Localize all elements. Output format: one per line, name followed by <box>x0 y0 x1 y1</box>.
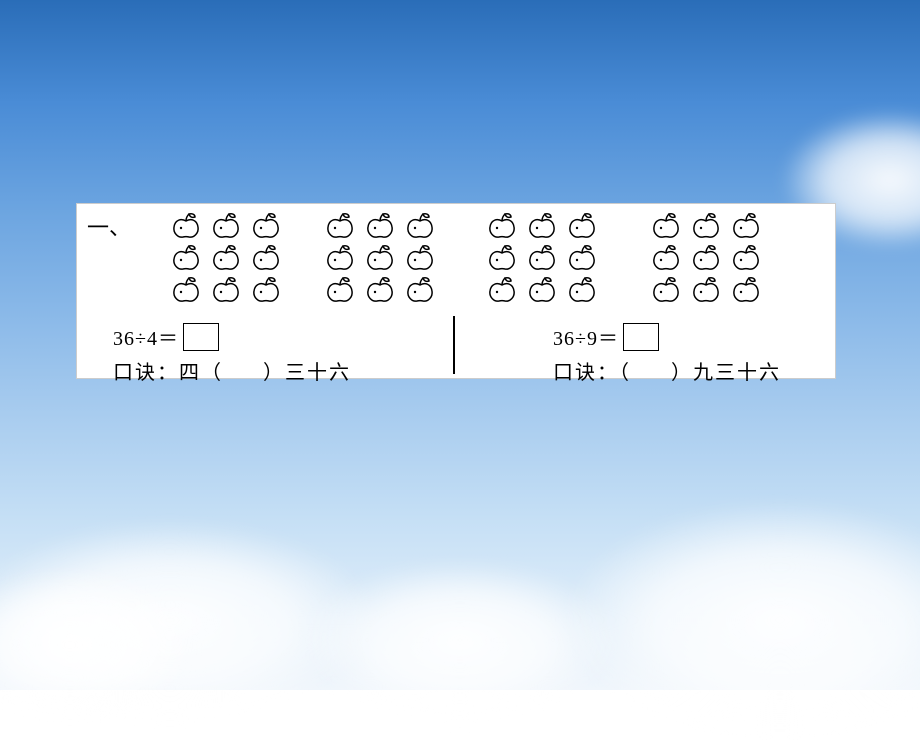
apple-cell <box>483 242 521 272</box>
mnemonic-right: 口诀：（ ）九三十六 <box>553 356 781 385</box>
apple-icon <box>362 211 398 239</box>
mnemonic-left-blank[interactable] <box>223 362 263 384</box>
answer-box-right[interactable] <box>623 323 659 351</box>
apple-icon <box>168 275 204 303</box>
apple-cell <box>167 274 205 304</box>
apple-icon <box>564 211 600 239</box>
apple-cell <box>207 242 245 272</box>
apple-icon <box>362 243 398 271</box>
apple-cell <box>523 210 561 240</box>
apple-cell <box>247 242 285 272</box>
answer-box-left[interactable] <box>183 323 219 351</box>
apple-icon <box>362 275 398 303</box>
apple-icon <box>402 275 438 303</box>
apple-icon <box>688 275 724 303</box>
apple-icon <box>648 211 684 239</box>
apple-icon <box>248 243 284 271</box>
apple-cell <box>321 274 359 304</box>
apple-cell <box>167 210 205 240</box>
apple-cell <box>207 210 245 240</box>
apple-cell <box>483 210 521 240</box>
apple-icon <box>728 211 764 239</box>
apple-cell <box>247 274 285 304</box>
apple-cell <box>687 274 725 304</box>
apple-icon <box>322 243 358 271</box>
apple-cell <box>647 242 685 272</box>
apple-cell <box>647 210 685 240</box>
apple-group <box>167 210 285 304</box>
equation-left: 36÷4＝ <box>113 322 219 351</box>
mnemonic-left-suffix: ）三十六 <box>263 362 351 384</box>
mnemonic-left-prefix: 口诀：四（ <box>113 362 223 384</box>
mnemonic-right-suffix: ）九三十六 <box>671 362 781 384</box>
section-number-label: 一、 <box>87 210 131 242</box>
apple-icon <box>648 243 684 271</box>
apple-cell <box>361 274 399 304</box>
apple-icon <box>524 211 560 239</box>
apple-icon <box>484 275 520 303</box>
apple-group <box>321 210 439 304</box>
apple-icon <box>484 243 520 271</box>
apple-icon <box>688 211 724 239</box>
apple-icon <box>168 211 204 239</box>
equation-left-text: 36÷4＝ <box>113 322 179 351</box>
apple-icon <box>728 243 764 271</box>
apple-cell <box>523 274 561 304</box>
apple-cell <box>523 242 561 272</box>
apple-cell <box>563 274 601 304</box>
equation-right: 36÷9＝ <box>553 322 659 351</box>
apple-cell <box>727 242 765 272</box>
apple-icon <box>208 211 244 239</box>
mnemonic-left: 口诀：四（ ）三十六 <box>113 356 351 385</box>
apple-cell <box>321 242 359 272</box>
apple-group <box>483 210 601 304</box>
apple-cell <box>727 210 765 240</box>
apple-cell <box>401 242 439 272</box>
apple-cell <box>483 274 521 304</box>
apple-icon <box>208 275 244 303</box>
apple-cell <box>247 210 285 240</box>
apple-icon <box>322 211 358 239</box>
apple-icon <box>248 211 284 239</box>
apple-cell <box>563 210 601 240</box>
apple-cell <box>401 210 439 240</box>
apple-icon <box>524 243 560 271</box>
mnemonic-right-blank[interactable] <box>631 362 671 384</box>
apple-icon <box>564 275 600 303</box>
worksheet-panel: 一、 <box>76 203 836 379</box>
apple-icon <box>524 275 560 303</box>
apple-icon <box>402 243 438 271</box>
apple-cell <box>207 274 245 304</box>
apple-cell <box>167 242 205 272</box>
apple-icon <box>208 243 244 271</box>
apple-icon <box>648 275 684 303</box>
apple-cell <box>687 210 725 240</box>
apple-icon <box>484 211 520 239</box>
mnemonic-right-prefix: 口诀：（ <box>553 362 631 384</box>
apple-icon <box>248 275 284 303</box>
apple-icon <box>322 275 358 303</box>
apple-cell <box>361 210 399 240</box>
apple-cell <box>647 274 685 304</box>
apple-group <box>647 210 765 304</box>
vertical-divider <box>453 316 455 374</box>
apple-icon <box>168 243 204 271</box>
apple-icon <box>402 211 438 239</box>
apple-cell <box>687 242 725 272</box>
equation-right-text: 36÷9＝ <box>553 322 619 351</box>
apple-cell <box>563 242 601 272</box>
apple-cell <box>401 274 439 304</box>
apple-icon <box>564 243 600 271</box>
apple-icon <box>688 243 724 271</box>
apple-cell <box>321 210 359 240</box>
apple-cell <box>361 242 399 272</box>
apple-cell <box>727 274 765 304</box>
apple-icon <box>728 275 764 303</box>
